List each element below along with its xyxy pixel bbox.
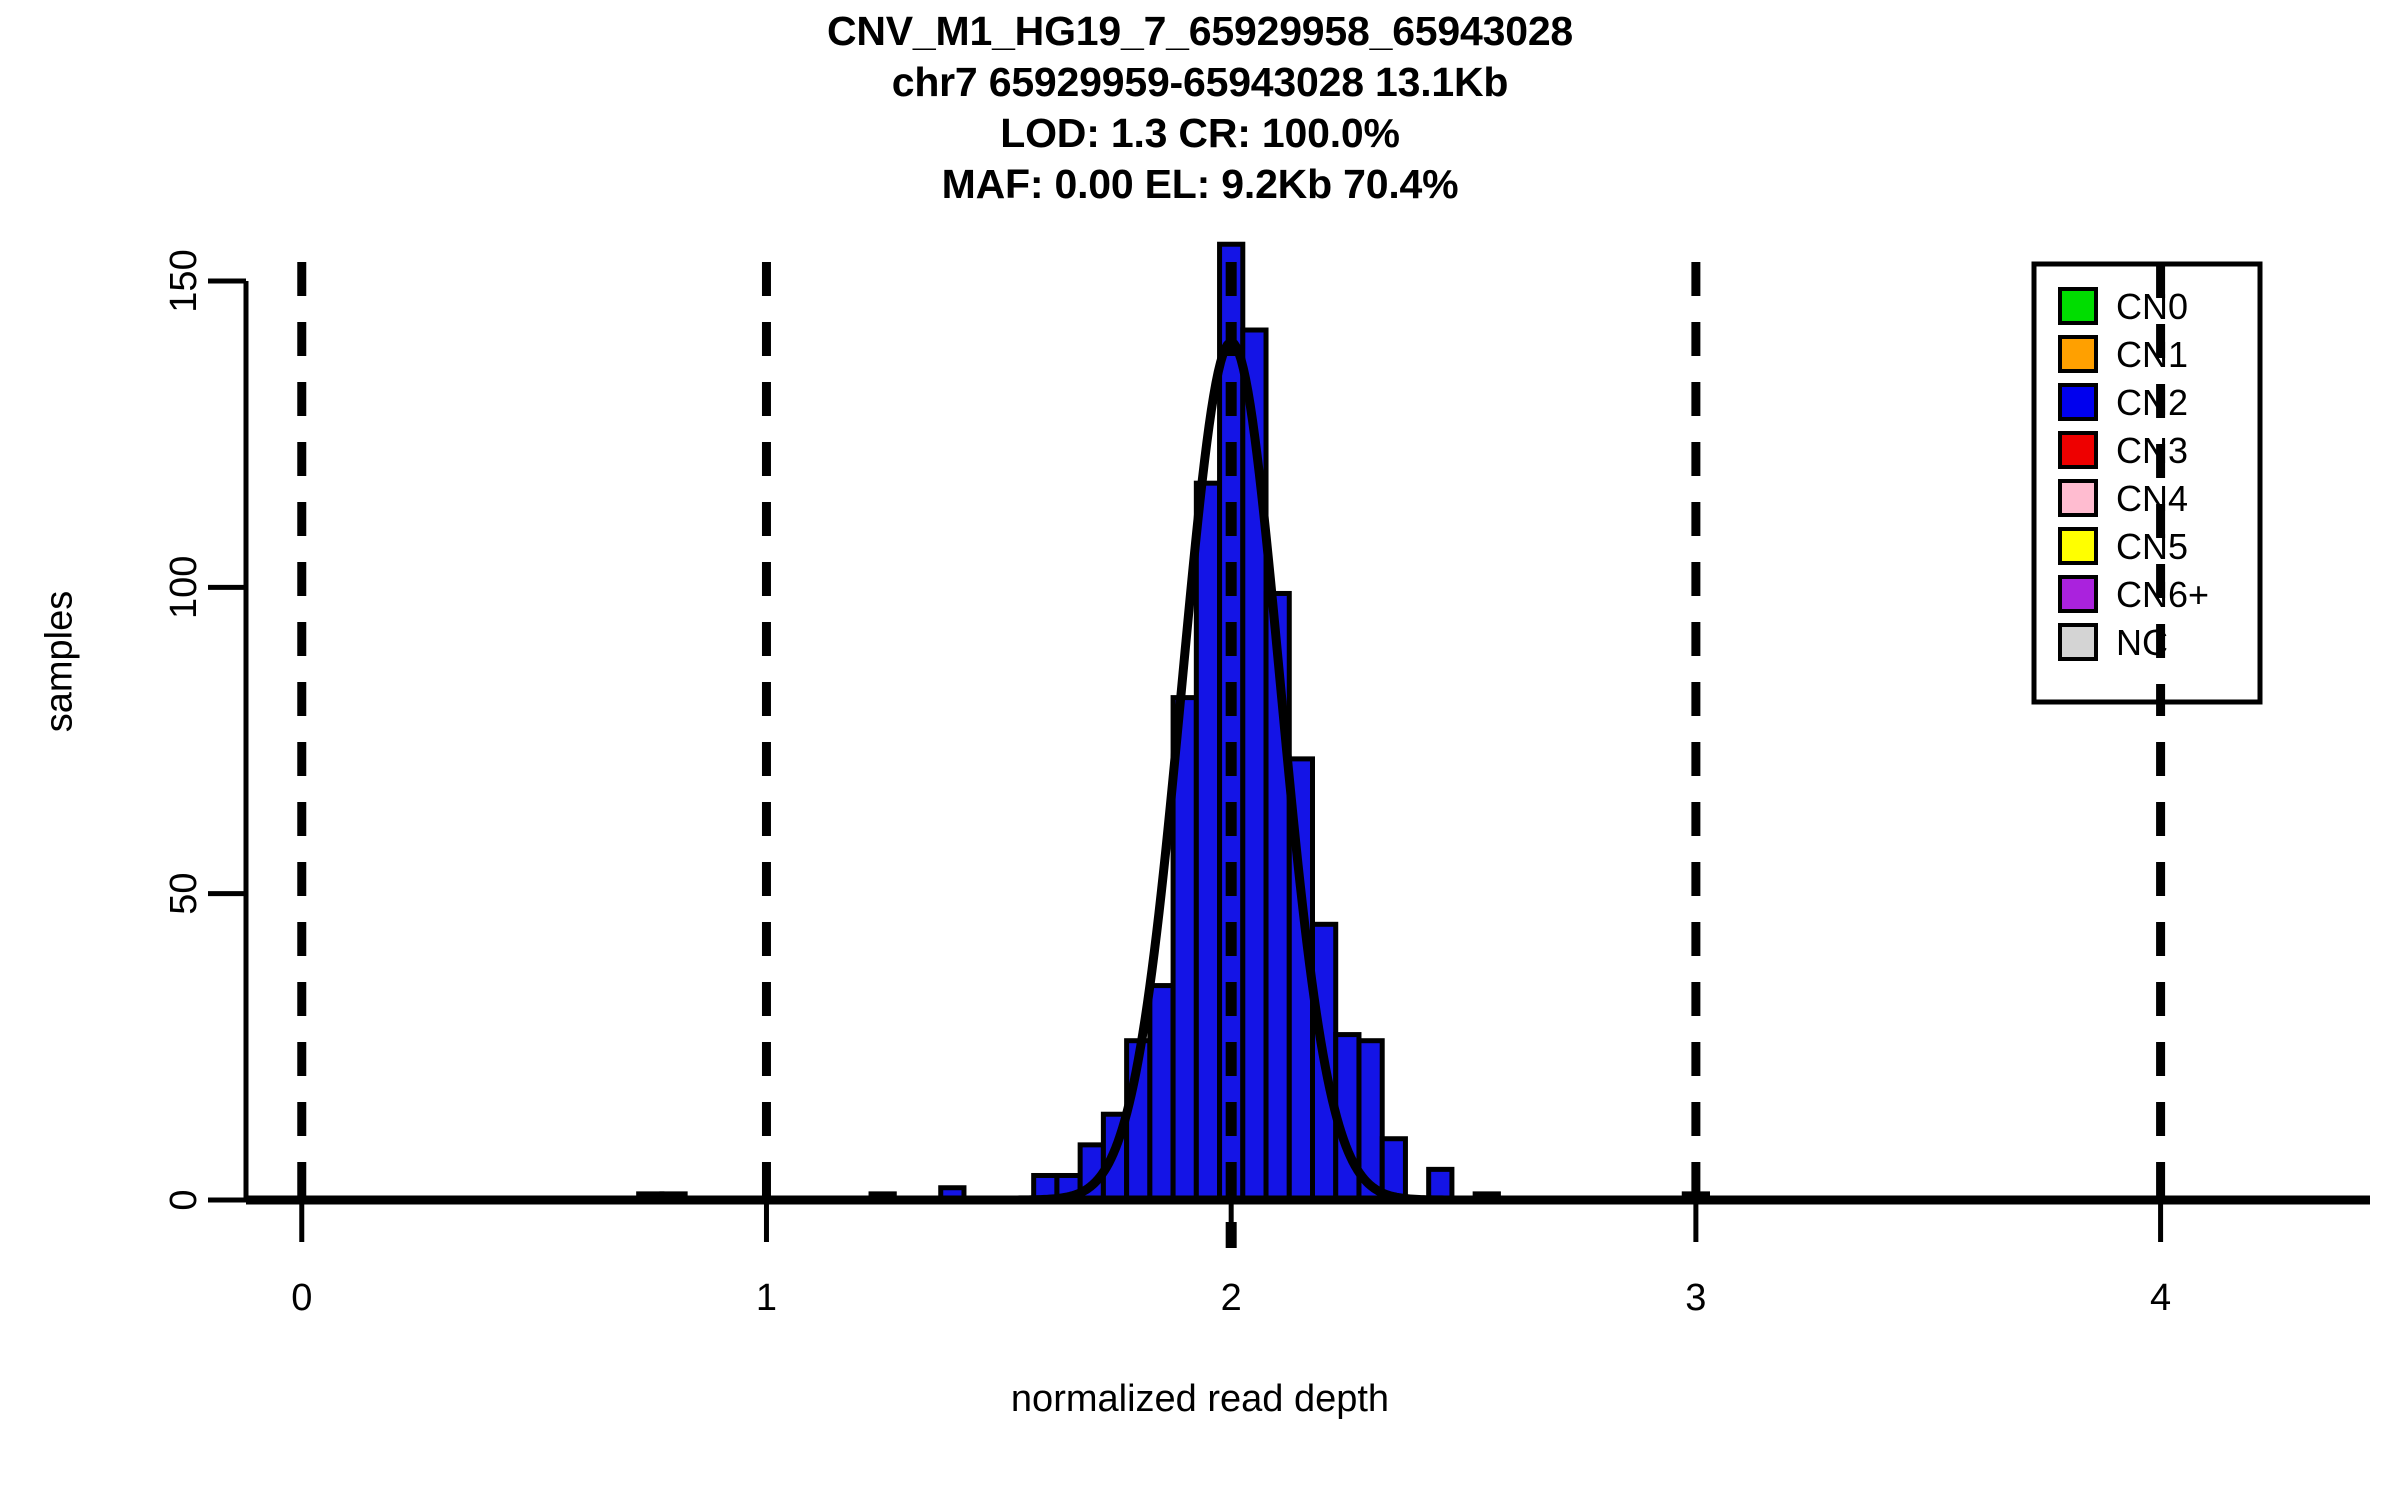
y-tick-label: 100 — [163, 556, 205, 619]
legend-label-cn4: CN4 — [2116, 478, 2188, 519]
legend-swatch-cn2 — [2058, 383, 2098, 421]
x-axis: 0 1 2 3 4 — [246, 1195, 2370, 1319]
x-tick-label: 0 — [291, 1277, 312, 1319]
legend: CN0 CN1 CN2 CN3 CN4 CN5 CN6+ NC — [2031, 261, 2263, 705]
legend-label-cn2: CN2 — [2116, 382, 2188, 423]
legend-label-cn3: CN3 — [2116, 430, 2188, 471]
legend-label-cn0: CN0 — [2116, 286, 2188, 327]
legend-swatch-cn5 — [2058, 527, 2098, 565]
title-line-3: LOD: 1.3 CR: 100.0% — [1000, 110, 1400, 156]
y-tick-label: 50 — [163, 873, 205, 915]
y-tick-label: 150 — [163, 249, 205, 312]
legend-swatch-cn3 — [2058, 431, 2098, 469]
histogram-bars — [636, 241, 1710, 1203]
histogram-bar — [1193, 480, 1223, 1203]
legend-label-nc: NC — [2116, 622, 2168, 663]
title-line-2: chr7 65929959-65943028 13.1Kb — [891, 59, 1509, 105]
histogram-bar — [1147, 983, 1176, 1203]
legend-label-cn5: CN5 — [2116, 526, 2188, 567]
x-tick-label: 2 — [1221, 1277, 1242, 1319]
x-tick-label: 4 — [2150, 1277, 2171, 1319]
title-line-4: MAF: 0.00 EL: 9.2Kb 70.4% — [941, 161, 1459, 207]
chart-title: CNV_M1_HG19_7_65929958_65943028 chr7 659… — [0, 6, 2400, 210]
title-line-1: CNV_M1_HG19_7_65929958_65943028 — [826, 8, 1574, 54]
legend-label-cn6plus: CN6+ — [2116, 574, 2209, 615]
legend-swatch-cn4 — [2058, 479, 2098, 517]
x-tick-label: 1 — [756, 1277, 777, 1319]
legend-swatch-cn1 — [2058, 335, 2098, 373]
legend-swatch-cn6plus — [2058, 575, 2098, 613]
legend-swatch-nc — [2058, 623, 2098, 661]
legend-label-cn1: CN1 — [2116, 334, 2188, 375]
x-axis-label: normalized read depth — [1010, 1378, 1390, 1420]
legend-swatch-cn0 — [2058, 287, 2098, 325]
y-axis: 0 50 100 150 — [163, 249, 249, 1211]
x-tick-label: 3 — [1685, 1277, 1706, 1319]
y-tick-label: 0 — [163, 1189, 205, 1210]
